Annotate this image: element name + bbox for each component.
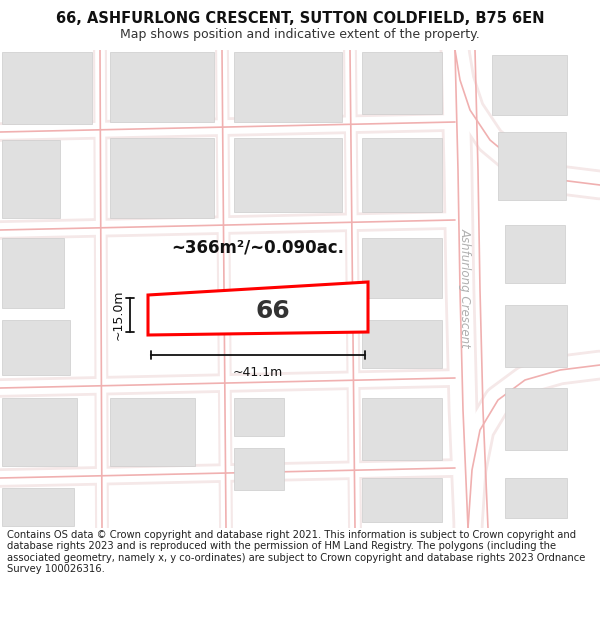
Bar — [2, 398, 77, 466]
Bar — [110, 398, 195, 466]
Bar — [110, 52, 214, 122]
Bar — [505, 388, 567, 450]
Bar — [362, 138, 442, 212]
Bar — [2, 320, 70, 375]
Text: ~41.1m: ~41.1m — [233, 366, 283, 379]
Text: Map shows position and indicative extent of the property.: Map shows position and indicative extent… — [120, 28, 480, 41]
Bar — [2, 238, 64, 308]
Bar — [505, 225, 565, 283]
Bar — [2, 52, 92, 124]
Text: ~15.0m: ~15.0m — [112, 290, 125, 340]
Bar — [110, 138, 214, 218]
Text: ~366m²/~0.090ac.: ~366m²/~0.090ac. — [172, 239, 344, 257]
Bar — [362, 52, 442, 114]
Text: Ashfurlong Crescent: Ashfurlong Crescent — [458, 228, 472, 348]
Bar — [492, 55, 567, 115]
Text: 66: 66 — [256, 299, 290, 323]
Text: Contains OS data © Crown copyright and database right 2021. This information is : Contains OS data © Crown copyright and d… — [7, 529, 586, 574]
Bar — [2, 140, 60, 218]
Polygon shape — [148, 282, 368, 335]
Bar — [505, 478, 567, 518]
Text: 66, ASHFURLONG CRESCENT, SUTTON COLDFIELD, B75 6EN: 66, ASHFURLONG CRESCENT, SUTTON COLDFIEL… — [56, 11, 544, 26]
Bar — [362, 320, 442, 368]
Bar — [498, 132, 566, 200]
Bar — [234, 138, 342, 212]
Bar — [362, 238, 442, 298]
Bar — [362, 398, 442, 460]
Bar — [234, 398, 284, 436]
Bar — [505, 305, 567, 367]
Bar — [2, 488, 74, 526]
Bar — [234, 52, 342, 122]
Bar — [234, 448, 284, 490]
Bar — [362, 478, 442, 522]
